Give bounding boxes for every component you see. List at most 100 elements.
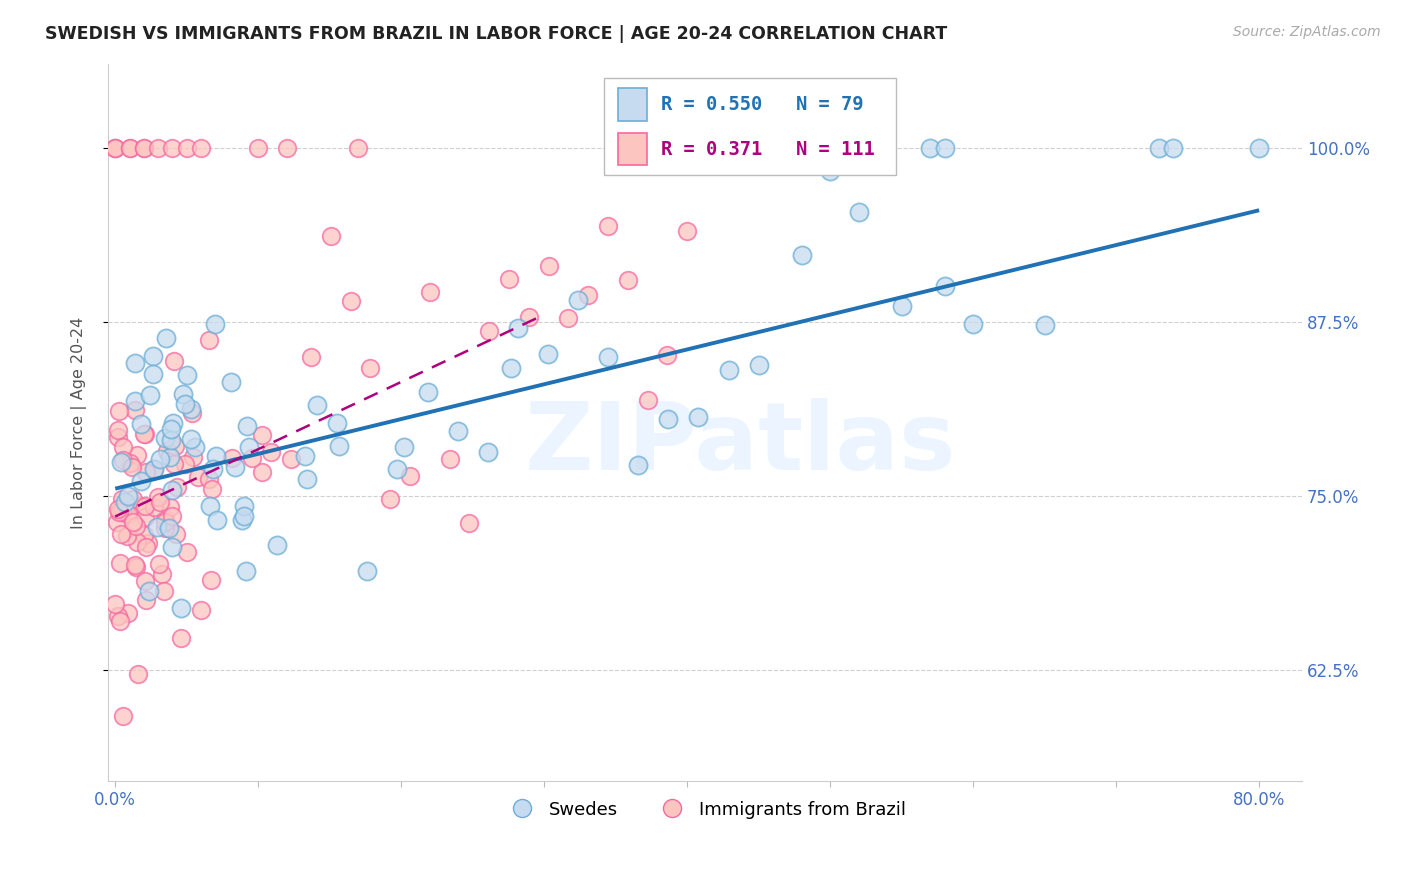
Point bbox=[153, 515, 176, 529]
Point bbox=[1163, 140, 1185, 154]
Point bbox=[439, 452, 461, 467]
Point bbox=[134, 427, 156, 442]
Point bbox=[458, 516, 481, 530]
Point bbox=[142, 367, 165, 381]
Point bbox=[506, 321, 529, 335]
Point bbox=[125, 560, 148, 574]
Point bbox=[104, 140, 127, 154]
Point bbox=[124, 356, 146, 370]
Point bbox=[162, 417, 184, 431]
Point bbox=[657, 348, 679, 362]
Point bbox=[748, 358, 770, 372]
Point bbox=[347, 140, 370, 154]
Text: SWEDISH VS IMMIGRANTS FROM BRAZIL IN LABOR FORCE | AGE 20-24 CORRELATION CHART: SWEDISH VS IMMIGRANTS FROM BRAZIL IN LAB… bbox=[45, 25, 948, 43]
Point bbox=[657, 412, 679, 426]
Point bbox=[205, 513, 228, 527]
Point bbox=[676, 224, 699, 238]
Point bbox=[134, 574, 156, 588]
Point bbox=[157, 521, 180, 535]
Point bbox=[129, 475, 152, 489]
Point bbox=[150, 567, 173, 582]
Point bbox=[131, 500, 153, 514]
Point bbox=[252, 465, 274, 479]
Point bbox=[934, 279, 956, 293]
Point bbox=[934, 140, 956, 154]
Point bbox=[1033, 318, 1056, 333]
Point bbox=[125, 448, 148, 462]
Point bbox=[115, 498, 138, 512]
Point bbox=[231, 513, 253, 527]
Point bbox=[153, 431, 176, 445]
Point bbox=[143, 462, 166, 476]
Point bbox=[204, 317, 226, 331]
Point bbox=[170, 601, 193, 615]
Point bbox=[163, 354, 186, 368]
Point bbox=[190, 140, 212, 154]
Point bbox=[219, 375, 242, 389]
Point bbox=[143, 500, 166, 515]
Point bbox=[111, 505, 134, 519]
Point bbox=[118, 140, 141, 154]
Point bbox=[162, 140, 184, 154]
Point bbox=[125, 534, 148, 549]
Point bbox=[198, 500, 221, 514]
Point bbox=[818, 164, 841, 178]
Point bbox=[139, 388, 162, 402]
Point bbox=[104, 597, 127, 611]
Point bbox=[477, 444, 499, 458]
Y-axis label: In Labor Force | Age 20-24: In Labor Force | Age 20-24 bbox=[72, 317, 87, 529]
Point bbox=[1147, 140, 1170, 154]
Point bbox=[637, 393, 659, 408]
Point bbox=[200, 574, 222, 588]
Point bbox=[190, 603, 212, 617]
Point bbox=[124, 558, 146, 573]
Point bbox=[159, 434, 181, 448]
Point bbox=[180, 402, 202, 417]
Point bbox=[499, 360, 522, 375]
Point bbox=[125, 518, 148, 533]
Bar bbox=[617, 88, 647, 120]
Point bbox=[236, 418, 259, 433]
Point bbox=[122, 492, 145, 507]
Point bbox=[146, 491, 169, 505]
Text: R = 0.371   N = 111: R = 0.371 N = 111 bbox=[661, 139, 875, 159]
Point bbox=[112, 452, 135, 467]
Point bbox=[110, 491, 132, 506]
Point bbox=[180, 432, 202, 446]
Point bbox=[790, 248, 813, 262]
Point bbox=[148, 557, 170, 571]
Point bbox=[142, 349, 165, 363]
Point bbox=[149, 494, 172, 508]
Point bbox=[118, 456, 141, 470]
Point bbox=[183, 450, 205, 464]
Point bbox=[478, 324, 501, 338]
Point bbox=[176, 140, 198, 154]
Point bbox=[419, 285, 441, 299]
Point bbox=[132, 426, 155, 441]
Point bbox=[537, 347, 560, 361]
Point bbox=[107, 429, 129, 443]
Point bbox=[117, 606, 139, 620]
Point bbox=[117, 528, 139, 542]
Point bbox=[108, 614, 131, 628]
Point bbox=[135, 465, 157, 479]
Bar bbox=[617, 133, 647, 165]
Point bbox=[146, 519, 169, 533]
Legend: Swedes, Immigrants from Brazil: Swedes, Immigrants from Brazil bbox=[496, 793, 914, 826]
Point bbox=[305, 399, 328, 413]
Point bbox=[392, 440, 415, 454]
Point bbox=[250, 428, 273, 442]
Point bbox=[295, 472, 318, 486]
Point bbox=[118, 140, 141, 154]
Point bbox=[134, 499, 156, 513]
Point bbox=[159, 450, 181, 464]
Point bbox=[319, 229, 342, 244]
Point bbox=[247, 140, 270, 154]
Point bbox=[127, 667, 149, 681]
Point bbox=[160, 540, 183, 554]
Point bbox=[124, 402, 146, 417]
Point bbox=[294, 449, 316, 463]
Point bbox=[159, 500, 181, 515]
Point bbox=[962, 318, 984, 332]
Point bbox=[174, 458, 197, 472]
